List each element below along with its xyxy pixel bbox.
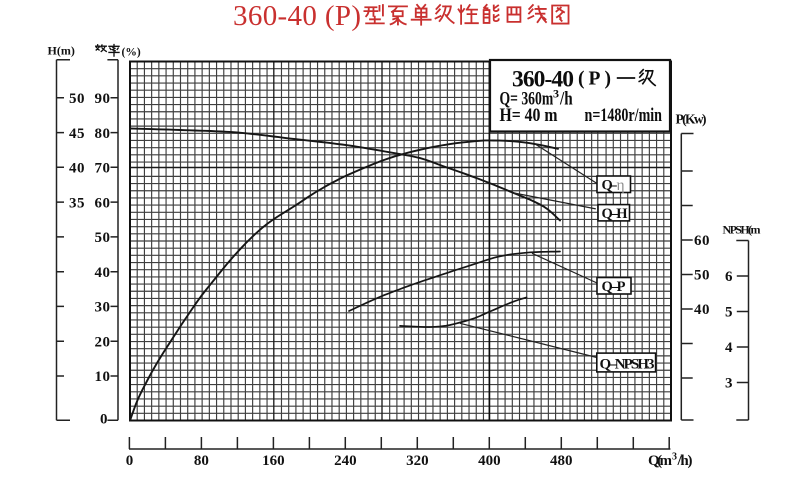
svg-text:50: 50	[95, 230, 111, 246]
svg-text:90: 90	[95, 91, 111, 107]
svg-text:3: 3	[672, 452, 677, 463]
svg-text:Q(m: Q(m	[648, 453, 673, 469]
svg-text:20: 20	[95, 334, 111, 350]
svg-text:0: 0	[100, 412, 108, 428]
svg-text:400: 400	[478, 453, 501, 469]
svg-text:80: 80	[95, 126, 111, 142]
svg-text:35: 35	[69, 195, 85, 211]
svg-text:Q= 360m: Q= 360m	[500, 87, 554, 109]
svg-text:80: 80	[194, 453, 209, 469]
svg-text:10: 10	[95, 369, 111, 385]
svg-text:/h: /h	[559, 88, 573, 109]
svg-text:4: 4	[725, 340, 733, 356]
svg-text:60: 60	[694, 233, 710, 249]
svg-text:H(m): H(m)	[48, 44, 75, 58]
svg-text:40: 40	[95, 265, 111, 281]
svg-text:6: 6	[725, 269, 733, 285]
svg-text:n=1480r/min: n=1480r/min	[585, 104, 663, 126]
svg-text:320: 320	[406, 453, 429, 469]
svg-text:(%): (%)	[122, 47, 141, 59]
svg-text:70: 70	[95, 161, 111, 177]
svg-text:0: 0	[126, 453, 134, 469]
svg-text:/h): /h)	[677, 453, 693, 469]
svg-text:Q–NPSH3: Q–NPSH3	[600, 357, 655, 373]
svg-text:480: 480	[550, 453, 573, 469]
svg-text:Q–H: Q–H	[602, 206, 629, 222]
svg-text:NPSH(m: NPSH(m	[723, 223, 761, 237]
svg-text:40: 40	[694, 302, 710, 318]
svg-text:P(Kw): P(Kw)	[676, 112, 707, 127]
svg-text:H= 40 m: H= 40 m	[500, 103, 558, 125]
svg-text:50: 50	[69, 91, 85, 107]
svg-text:–: –	[609, 178, 618, 194]
svg-text:30: 30	[95, 300, 111, 316]
svg-text:η: η	[617, 177, 625, 194]
svg-text:3: 3	[725, 376, 733, 392]
svg-text:40: 40	[69, 161, 85, 177]
svg-text:50: 50	[694, 268, 710, 284]
svg-text:Q–P: Q–P	[602, 279, 626, 295]
svg-text:5: 5	[725, 305, 733, 321]
svg-text:160: 160	[262, 453, 285, 469]
svg-text:60: 60	[95, 195, 111, 211]
svg-text:(P): (P)	[578, 69, 611, 90]
svg-text:45: 45	[69, 126, 85, 142]
svg-text:Q: Q	[602, 178, 613, 194]
svg-text:240: 240	[334, 453, 357, 469]
svg-text:360-40 (P): 360-40 (P)	[233, 0, 361, 32]
svg-text:3: 3	[553, 87, 559, 101]
svg-text:360-40: 360-40	[512, 66, 574, 92]
